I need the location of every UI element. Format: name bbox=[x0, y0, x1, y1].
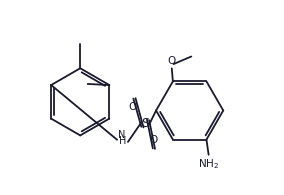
Text: NH$_2$: NH$_2$ bbox=[198, 157, 219, 171]
Text: H: H bbox=[119, 136, 126, 146]
Text: O: O bbox=[168, 56, 176, 66]
Text: O: O bbox=[128, 102, 136, 112]
Text: O: O bbox=[150, 135, 158, 145]
Text: S: S bbox=[141, 117, 149, 130]
Text: N: N bbox=[118, 130, 125, 140]
